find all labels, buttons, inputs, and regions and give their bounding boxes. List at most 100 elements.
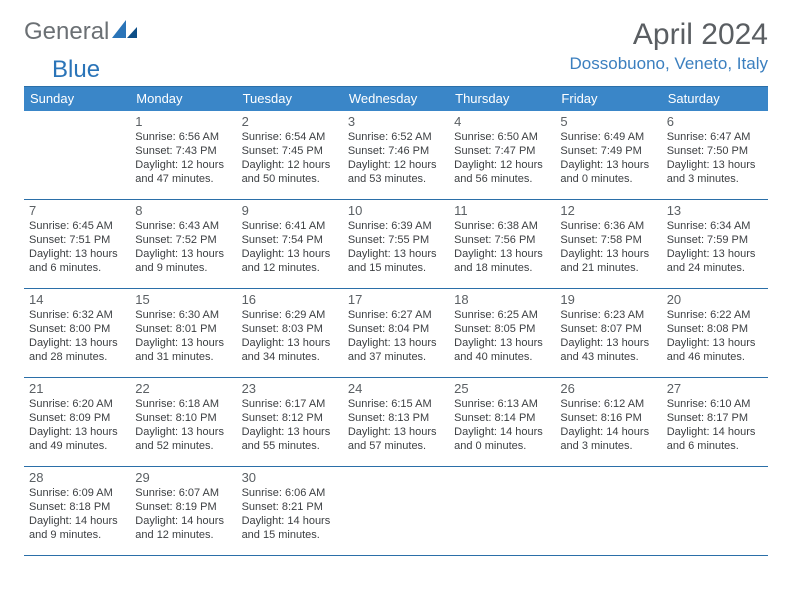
day-cell: 23Sunrise: 6:17 AMSunset: 8:12 PMDayligh… [237,378,343,466]
day-details: Sunrise: 6:50 AMSunset: 7:47 PMDaylight:… [454,130,550,186]
detail-line: Sunset: 8:08 PM [667,322,763,336]
day-cell: 26Sunrise: 6:12 AMSunset: 8:16 PMDayligh… [555,378,661,466]
week-row: 7Sunrise: 6:45 AMSunset: 7:51 PMDaylight… [24,200,768,289]
detail-line: Sunrise: 6:23 AM [560,308,656,322]
day-number: 30 [242,470,338,485]
day-cell: 17Sunrise: 6:27 AMSunset: 8:04 PMDayligh… [343,289,449,377]
day-details: Sunrise: 6:32 AMSunset: 8:00 PMDaylight:… [29,308,125,364]
day-number: 22 [135,381,231,396]
detail-line: and 0 minutes. [560,172,656,186]
detail-line: Sunset: 8:04 PM [348,322,444,336]
day-cell: 7Sunrise: 6:45 AMSunset: 7:51 PMDaylight… [24,200,130,288]
day-number: 12 [560,203,656,218]
detail-line: Sunrise: 6:22 AM [667,308,763,322]
detail-line: Daylight: 13 hours [560,158,656,172]
detail-line: Sunrise: 6:09 AM [29,486,125,500]
location-text: Dossobuono, Veneto, Italy [570,54,768,74]
detail-line: and 3 minutes. [560,439,656,453]
dayname: Wednesday [343,87,449,111]
detail-line: Sunset: 7:43 PM [135,144,231,158]
detail-line: and 6 minutes. [667,439,763,453]
week-row: 21Sunrise: 6:20 AMSunset: 8:09 PMDayligh… [24,378,768,467]
detail-line: and 15 minutes. [348,261,444,275]
day-number: 18 [454,292,550,307]
detail-line: and 18 minutes. [454,261,550,275]
title-block: April 2024 Dossobuono, Veneto, Italy [570,18,768,74]
day-number: 11 [454,203,550,218]
day-details: Sunrise: 6:06 AMSunset: 8:21 PMDaylight:… [242,486,338,542]
detail-line: Sunset: 8:21 PM [242,500,338,514]
day-number: 5 [560,114,656,129]
day-number: 10 [348,203,444,218]
detail-line: Sunrise: 6:25 AM [454,308,550,322]
detail-line: and 31 minutes. [135,350,231,364]
day-details: Sunrise: 6:09 AMSunset: 8:18 PMDaylight:… [29,486,125,542]
day-cell [343,467,449,555]
detail-line: Sunrise: 6:43 AM [135,219,231,233]
detail-line: Sunset: 7:55 PM [348,233,444,247]
day-number: 19 [560,292,656,307]
detail-line: Sunset: 8:13 PM [348,411,444,425]
day-details: Sunrise: 6:27 AMSunset: 8:04 PMDaylight:… [348,308,444,364]
logo: General Blue [24,18,109,74]
detail-line: Daylight: 13 hours [348,336,444,350]
detail-line: Sunset: 7:52 PM [135,233,231,247]
detail-line: and 12 minutes. [135,528,231,542]
day-details: Sunrise: 6:52 AMSunset: 7:46 PMDaylight:… [348,130,444,186]
detail-line: Sunrise: 6:07 AM [135,486,231,500]
detail-line: Sunset: 7:58 PM [560,233,656,247]
dayname: Sunday [24,87,130,111]
detail-line: Sunset: 7:59 PM [667,233,763,247]
detail-line: Daylight: 13 hours [242,247,338,261]
detail-line: and 24 minutes. [667,261,763,275]
day-cell: 8Sunrise: 6:43 AMSunset: 7:52 PMDaylight… [130,200,236,288]
day-number: 4 [454,114,550,129]
detail-line: Sunrise: 6:06 AM [242,486,338,500]
detail-line: Sunrise: 6:47 AM [667,130,763,144]
day-number: 23 [242,381,338,396]
day-details: Sunrise: 6:43 AMSunset: 7:52 PMDaylight:… [135,219,231,275]
detail-line: Sunset: 8:17 PM [667,411,763,425]
detail-line: and 3 minutes. [667,172,763,186]
detail-line: Sunset: 8:00 PM [29,322,125,336]
detail-line: and 21 minutes. [560,261,656,275]
day-cell [24,111,130,199]
detail-line: Daylight: 13 hours [29,247,125,261]
detail-line: and 57 minutes. [348,439,444,453]
detail-line: Sunset: 8:05 PM [454,322,550,336]
day-number: 13 [667,203,763,218]
detail-line: Daylight: 14 hours [454,425,550,439]
detail-line: Daylight: 13 hours [135,247,231,261]
day-details: Sunrise: 6:38 AMSunset: 7:56 PMDaylight:… [454,219,550,275]
detail-line: Daylight: 13 hours [242,425,338,439]
detail-line: Daylight: 13 hours [560,247,656,261]
detail-line: Sunrise: 6:30 AM [135,308,231,322]
day-details: Sunrise: 6:22 AMSunset: 8:08 PMDaylight:… [667,308,763,364]
detail-line: Daylight: 13 hours [667,158,763,172]
day-cell: 12Sunrise: 6:36 AMSunset: 7:58 PMDayligh… [555,200,661,288]
day-details: Sunrise: 6:56 AMSunset: 7:43 PMDaylight:… [135,130,231,186]
day-number: 9 [242,203,338,218]
calendar: SundayMondayTuesdayWednesdayThursdayFrid… [24,86,768,556]
detail-line: Daylight: 13 hours [454,247,550,261]
detail-line: Sunrise: 6:20 AM [29,397,125,411]
detail-line: Daylight: 13 hours [454,336,550,350]
detail-line: and 12 minutes. [242,261,338,275]
detail-line: Daylight: 14 hours [560,425,656,439]
day-cell: 29Sunrise: 6:07 AMSunset: 8:19 PMDayligh… [130,467,236,555]
detail-line: Sunset: 7:51 PM [29,233,125,247]
detail-line: Daylight: 13 hours [667,247,763,261]
page-title: April 2024 [570,18,768,52]
day-details: Sunrise: 6:45 AMSunset: 7:51 PMDaylight:… [29,219,125,275]
day-cell: 15Sunrise: 6:30 AMSunset: 8:01 PMDayligh… [130,289,236,377]
day-number: 28 [29,470,125,485]
detail-line: Sunset: 8:19 PM [135,500,231,514]
day-cell: 27Sunrise: 6:10 AMSunset: 8:17 PMDayligh… [662,378,768,466]
day-number: 14 [29,292,125,307]
detail-line: Sunset: 7:50 PM [667,144,763,158]
detail-line: Sunrise: 6:29 AM [242,308,338,322]
day-number: 16 [242,292,338,307]
detail-line: and 47 minutes. [135,172,231,186]
detail-line: and 37 minutes. [348,350,444,364]
day-number: 21 [29,381,125,396]
